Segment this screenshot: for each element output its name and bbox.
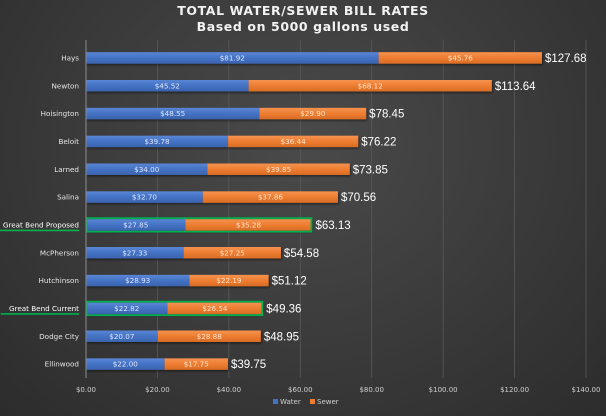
sewer-value-label: $39.85 — [266, 165, 291, 174]
bar-water — [86, 135, 229, 148]
water-value-label: $20.07 — [109, 332, 134, 341]
water-value-label: $48.55 — [160, 109, 185, 118]
x-tick-label: $60.00 — [288, 386, 313, 394]
total-value-label: $51.12 — [272, 276, 307, 288]
bar-sewer — [248, 80, 492, 92]
sewer-value-label: $45.76 — [448, 53, 474, 62]
bar-sewer — [157, 330, 261, 342]
total-value-label: $48.95 — [264, 331, 299, 343]
sewer-value-label: $26.54 — [202, 304, 228, 313]
water-value-label: $34.00 — [134, 165, 160, 174]
category-label: Larned — [54, 165, 79, 174]
bar-water — [86, 247, 184, 259]
bar-water — [86, 302, 168, 315]
category-label: Hays — [61, 53, 79, 62]
legend-swatch-water — [273, 399, 278, 404]
category-label: McPherson — [40, 248, 79, 257]
bar-sewer — [207, 163, 350, 175]
total-value-label: $73.85 — [353, 164, 388, 176]
water-value-label: $22.00 — [113, 360, 139, 369]
water-value-label: $28.93 — [125, 276, 150, 285]
water-value-label: $45.52 — [155, 81, 180, 90]
total-value-label: $127.68 — [545, 53, 587, 65]
category-label: Great Bend Proposed — [3, 220, 79, 229]
chart-subtitle: Based on 5000 gallons used — [196, 19, 410, 34]
bar-water — [86, 163, 208, 175]
bar-sewer — [259, 107, 367, 120]
total-value-label: $78.45 — [369, 109, 404, 121]
total-value-label: $54.58 — [284, 248, 319, 260]
sewer-value-label: $22.19 — [216, 276, 242, 285]
bar-water — [86, 358, 165, 370]
chart-title: TOTAL WATER/SEWER BILL RATES — [177, 3, 429, 18]
labels: Hays $81.92 $45.76 $127.68 Newton $45.52 $68.1… — [0, 53, 587, 371]
bar-sewer — [185, 219, 312, 231]
x-tick-label: $80.00 — [359, 386, 384, 394]
water-value-label: $32.70 — [132, 193, 158, 202]
bar-water — [86, 330, 158, 342]
sewer-value-label: $29.90 — [300, 109, 326, 118]
sewer-value-label: $35.28 — [236, 220, 262, 229]
legend-label-sewer: Sewer — [317, 398, 339, 406]
category-label: Salina — [57, 193, 79, 202]
water-value-label: $22.82 — [114, 304, 139, 313]
x-tick-label: $0.00 — [76, 386, 96, 394]
x-tick-label: $40.00 — [217, 386, 242, 394]
bar-sewer — [164, 358, 228, 370]
total-value-label: $49.36 — [266, 303, 301, 315]
bar-water — [86, 191, 203, 203]
bar-sewer — [167, 302, 263, 315]
sewer-value-label: $68.12 — [358, 81, 383, 90]
category-label: Newton — [52, 81, 79, 90]
bar-sewer — [189, 274, 269, 287]
legend-swatch-sewer — [310, 399, 315, 404]
water-value-label: $27.33 — [122, 248, 147, 257]
bar-water — [86, 107, 260, 120]
total-value-label: $70.56 — [341, 192, 376, 204]
category-label: Dodge City — [39, 332, 80, 341]
legend-label-water: Water — [280, 398, 301, 406]
water-value-label: $27.85 — [123, 220, 148, 229]
total-value-label: $113.64 — [495, 81, 536, 93]
total-value-label: $39.75 — [231, 359, 266, 371]
water-value-label: $81.92 — [220, 53, 245, 62]
total-value-label: $76.22 — [361, 136, 396, 148]
x-tick-label: $120.00 — [500, 386, 529, 394]
bar-water — [86, 52, 379, 64]
category-label: Great Bend Current — [9, 304, 79, 313]
bar-water — [86, 274, 190, 287]
bar-water — [86, 219, 186, 231]
sewer-value-label: $36.44 — [281, 137, 307, 146]
legend: Water Sewer — [273, 398, 339, 406]
x-axis: $0.00 $20.00 $40.00 $60.00 $80.00 $100.00 $120… — [76, 40, 601, 394]
sewer-value-label: $37.86 — [258, 193, 284, 202]
bar-sewer — [228, 135, 359, 148]
water-value-label: $39.78 — [144, 137, 170, 146]
category-label: Hoisington — [41, 109, 79, 118]
category-label: Beloit — [58, 137, 79, 146]
sewer-value-label: $17.75 — [184, 360, 209, 369]
sewer-value-label: $28.88 — [197, 332, 223, 341]
bar-sewer — [378, 52, 542, 64]
x-tick-label: $20.00 — [145, 386, 170, 394]
x-tick-label: $100.00 — [429, 386, 458, 394]
x-tick-label: $140.00 — [572, 386, 601, 394]
bar-water — [86, 80, 249, 92]
total-value-label: $63.13 — [315, 220, 350, 232]
gridlines — [157, 40, 587, 378]
bar-sewer — [183, 247, 281, 259]
category-label: Hutchinson — [38, 276, 79, 285]
sewer-value-label: $27.25 — [220, 248, 245, 257]
bars — [85, 52, 542, 370]
bar-sewer — [202, 191, 338, 203]
category-label: Ellinwood — [45, 360, 79, 369]
